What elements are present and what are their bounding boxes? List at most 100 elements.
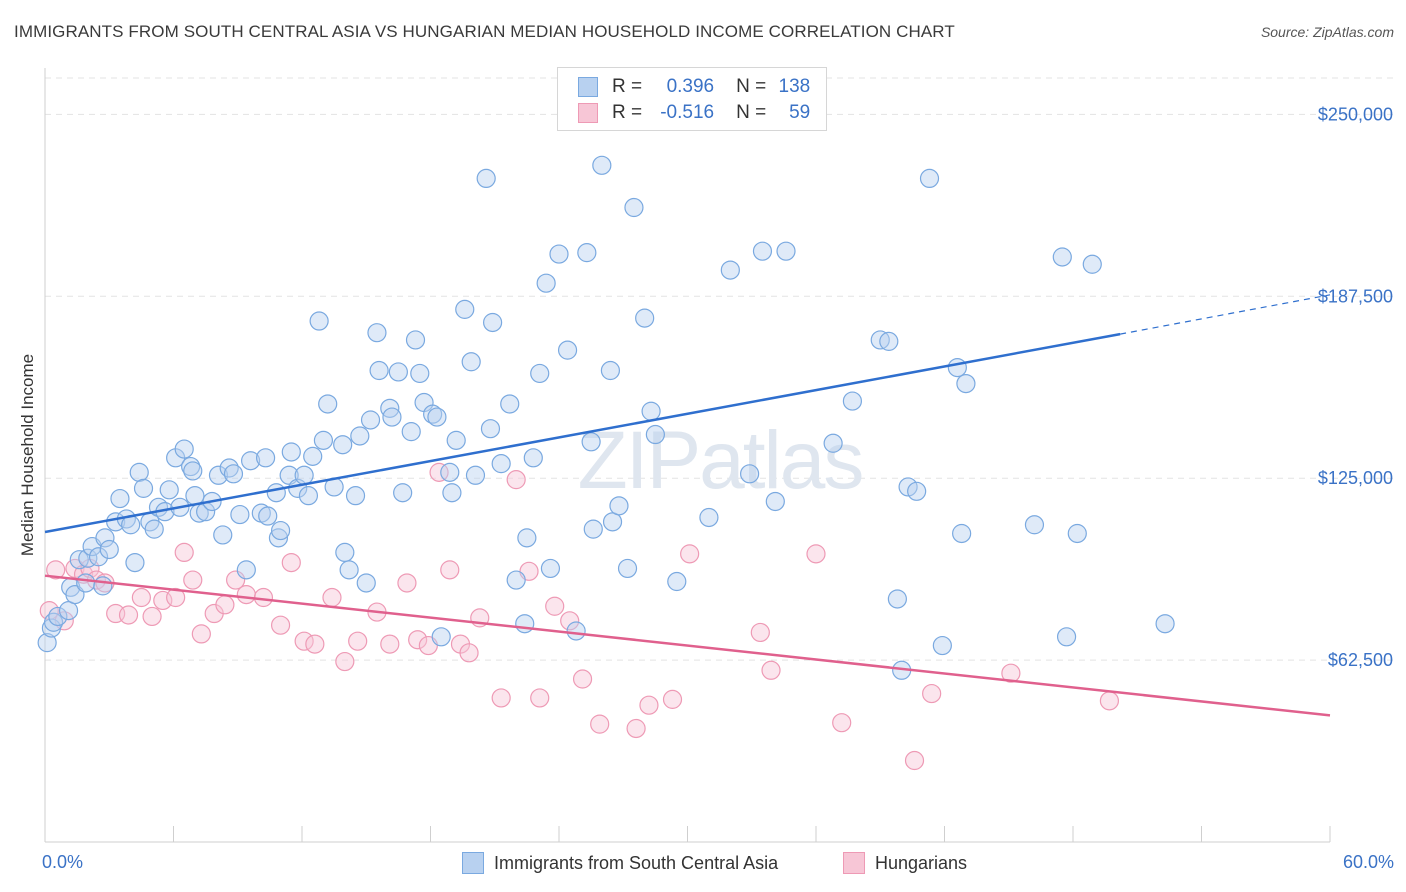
point-south-central-asia (919, 168, 940, 189)
point-south-central-asia (446, 430, 466, 450)
point-south-central-asia (932, 635, 952, 656)
point-south-central-asia (298, 486, 319, 506)
watermark: ZIPatlas (578, 415, 863, 506)
r-label: R = (612, 102, 643, 123)
point-south-central-asia (174, 439, 194, 459)
point-south-central-asia (483, 312, 503, 333)
point-south-central-asia (213, 525, 233, 545)
stats-row-blue: R = 0.396 N = 138 (578, 74, 810, 100)
legend-label: Immigrants from South Central Asia (494, 852, 779, 873)
point-south-central-asia (183, 461, 203, 481)
y-tick-label: $62,500 (1328, 650, 1393, 670)
n-label: N = (736, 102, 767, 123)
point-south-central-asia (241, 451, 261, 471)
point-south-central-asia (600, 360, 621, 381)
point-south-central-asia (369, 360, 389, 381)
legend-swatch-pink (578, 103, 598, 123)
point-hungarians (294, 631, 314, 651)
point-south-central-asia (956, 374, 976, 394)
chart-title: IMMIGRANTS FROM SOUTH CENTRAL ASIA VS HU… (14, 22, 955, 41)
point-south-central-asia (752, 241, 773, 261)
point-hungarians (215, 595, 235, 615)
point-hungarians (626, 718, 646, 739)
point-south-central-asia (624, 197, 644, 218)
point-south-central-asia (506, 570, 526, 590)
point-hungarians (639, 695, 659, 715)
point-south-central-asia (208, 465, 229, 485)
point-hungarians (236, 585, 256, 605)
n-value: 138 (778, 76, 811, 97)
point-south-central-asia (318, 394, 338, 414)
trend-line-extension (1120, 294, 1331, 335)
point-south-central-asia (517, 528, 537, 548)
point-south-central-asia (740, 464, 760, 484)
point-south-central-asia (602, 512, 623, 532)
point-hungarians (408, 630, 428, 650)
point-south-central-asia (617, 558, 638, 579)
point-south-central-asia (583, 519, 603, 539)
point-hungarians (904, 750, 925, 771)
point-south-central-asia (1067, 523, 1087, 544)
point-south-central-asia (581, 432, 601, 452)
stats-row-pink: R = -0.516 N = 59 (578, 100, 810, 126)
point-south-central-asia (530, 363, 550, 384)
point-south-central-asia (367, 323, 387, 343)
point-south-central-asia (345, 486, 366, 506)
point-hungarians (572, 669, 593, 689)
point-south-central-asia (303, 446, 323, 466)
point-hungarians (440, 560, 460, 580)
point-south-central-asia (540, 558, 561, 579)
point-hungarians (191, 624, 211, 644)
point-south-central-asia (410, 363, 430, 384)
point-south-central-asia (350, 426, 370, 446)
axes (44, 68, 1331, 843)
point-south-central-asia (356, 573, 376, 593)
point-hungarians (142, 606, 162, 627)
point-hungarians (750, 622, 770, 643)
point-south-central-asia (76, 573, 96, 593)
trend-lines (44, 294, 1331, 717)
legend-label: Hungarians (875, 852, 968, 873)
point-hungarians (761, 660, 781, 680)
point-south-central-asia (536, 273, 556, 293)
point-south-central-asia (480, 419, 501, 439)
point-hungarians (491, 688, 511, 708)
point-hungarians (832, 713, 852, 733)
point-south-central-asia (427, 407, 447, 427)
y-axis-label: Median Household Income (18, 353, 37, 557)
point-hungarians (281, 552, 301, 573)
point-south-central-asia (266, 483, 286, 503)
point-south-central-asia (898, 477, 918, 497)
point-south-central-asia (309, 311, 329, 331)
point-south-central-asia (431, 627, 451, 647)
point-south-central-asia (842, 391, 863, 411)
point-south-central-asia (476, 168, 496, 189)
point-south-central-asia (515, 614, 535, 634)
trend-line-south-central-asia (44, 332, 1121, 534)
point-south-central-asia (823, 433, 843, 453)
point-hungarians (174, 542, 194, 563)
point-south-central-asia (557, 340, 578, 360)
r-label: R = (612, 76, 643, 97)
point-hungarians (506, 470, 526, 490)
point-hungarians (46, 560, 66, 580)
x-tick-min: 0.0% (42, 852, 84, 872)
point-south-central-asia (230, 504, 250, 525)
point-south-central-asia (523, 448, 543, 468)
point-south-central-asia (442, 483, 462, 503)
y-tick-label: $250,000 (1318, 104, 1393, 124)
point-south-central-asia (879, 331, 899, 351)
point-hungarians (1001, 663, 1021, 683)
point-hungarians (305, 634, 325, 654)
point-south-central-asia (99, 539, 119, 560)
point-south-central-asia (258, 506, 278, 526)
point-hungarians (183, 570, 203, 590)
point-south-central-asia (270, 520, 291, 541)
point-south-central-asia (294, 465, 314, 485)
y-tick-labels: $62,500 $125,000 $187,500 $250,000 (1318, 104, 1393, 670)
point-south-central-asia (393, 483, 413, 503)
point-hungarians (662, 689, 683, 709)
point-south-central-asia (1024, 515, 1045, 535)
point-south-central-asia (129, 462, 149, 482)
